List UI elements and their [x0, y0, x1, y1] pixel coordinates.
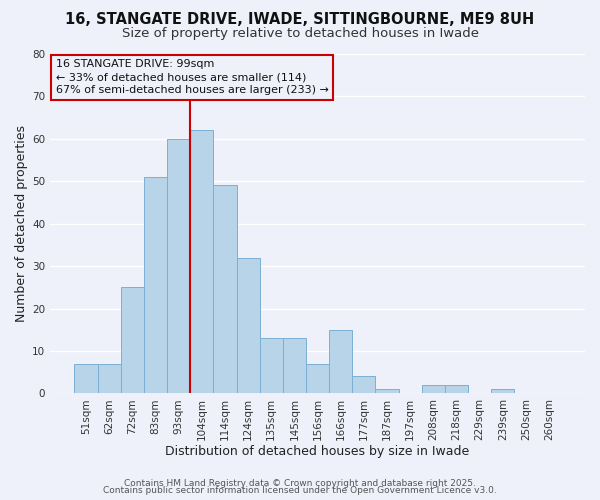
- Bar: [376, 389, 398, 394]
- Bar: [491, 389, 514, 394]
- Bar: [306, 364, 329, 394]
- Bar: [236, 258, 260, 394]
- Bar: [214, 186, 236, 394]
- Bar: [190, 130, 214, 394]
- Text: Contains public sector information licensed under the Open Government Licence v3: Contains public sector information licen…: [103, 486, 497, 495]
- Bar: [283, 338, 306, 394]
- Bar: [445, 385, 468, 394]
- Bar: [167, 139, 190, 394]
- Text: 16 STANGATE DRIVE: 99sqm
← 33% of detached houses are smaller (114)
67% of semi-: 16 STANGATE DRIVE: 99sqm ← 33% of detach…: [56, 59, 328, 96]
- Bar: [74, 364, 98, 394]
- Bar: [352, 376, 376, 394]
- Bar: [329, 330, 352, 394]
- X-axis label: Distribution of detached houses by size in Iwade: Distribution of detached houses by size …: [166, 444, 470, 458]
- Y-axis label: Number of detached properties: Number of detached properties: [15, 125, 28, 322]
- Text: Size of property relative to detached houses in Iwade: Size of property relative to detached ho…: [121, 28, 479, 40]
- Bar: [121, 288, 144, 394]
- Bar: [144, 177, 167, 394]
- Text: 16, STANGATE DRIVE, IWADE, SITTINGBOURNE, ME9 8UH: 16, STANGATE DRIVE, IWADE, SITTINGBOURNE…: [65, 12, 535, 28]
- Bar: [98, 364, 121, 394]
- Text: Contains HM Land Registry data © Crown copyright and database right 2025.: Contains HM Land Registry data © Crown c…: [124, 478, 476, 488]
- Bar: [260, 338, 283, 394]
- Bar: [422, 385, 445, 394]
